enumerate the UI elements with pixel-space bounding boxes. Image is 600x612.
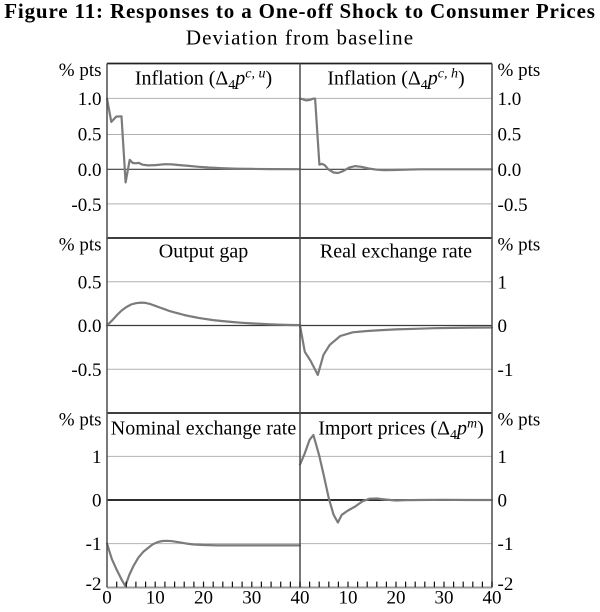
svg-text:0: 0 [102, 588, 112, 608]
svg-text:% pts: % pts [498, 60, 541, 81]
svg-text:1: 1 [92, 447, 102, 468]
svg-text:0.5: 0.5 [78, 272, 102, 293]
svg-text:1.0: 1.0 [498, 89, 522, 110]
svg-text:30: 30 [435, 588, 454, 608]
svg-text:Real exchange rate: Real exchange rate [320, 241, 472, 263]
svg-text:1: 1 [498, 447, 508, 468]
svg-text:-0.5: -0.5 [498, 195, 528, 216]
svg-text:Output gap: Output gap [159, 241, 248, 263]
svg-text:-2: -2 [498, 574, 514, 595]
svg-text:-0.5: -0.5 [71, 360, 101, 381]
svg-text:20: 20 [194, 588, 213, 608]
svg-text:0.0: 0.0 [78, 160, 102, 181]
svg-text:-1: -1 [498, 534, 514, 555]
svg-text:% pts: % pts [498, 235, 541, 256]
svg-text:0.5: 0.5 [498, 125, 522, 146]
svg-text:10: 10 [146, 588, 165, 608]
svg-text:% pts: % pts [59, 60, 102, 81]
svg-text:Deviation from baseline: Deviation from baseline [186, 26, 414, 50]
svg-text:0.0: 0.0 [78, 316, 102, 337]
svg-text:Figure 11: Responses to a One-: Figure 11: Responses to a One-off Shock … [4, 0, 596, 23]
svg-text:% pts: % pts [59, 235, 102, 256]
svg-text:Nominal exchange rate: Nominal exchange rate [111, 418, 297, 440]
svg-text:0: 0 [498, 316, 508, 337]
svg-text:Import prices (Δ4pm): Import prices (Δ4pm) [318, 417, 484, 444]
svg-text:-2: -2 [86, 574, 102, 595]
svg-text:% pts: % pts [59, 410, 102, 431]
svg-text:20: 20 [387, 588, 406, 608]
svg-text:1.0: 1.0 [78, 89, 102, 110]
svg-text:0: 0 [498, 491, 508, 512]
svg-text:1: 1 [498, 272, 508, 293]
svg-text:30: 30 [242, 588, 261, 608]
svg-text:40: 40 [291, 588, 310, 608]
svg-text:-1: -1 [86, 534, 102, 555]
svg-text:-0.5: -0.5 [71, 195, 101, 216]
svg-text:0.0: 0.0 [498, 160, 522, 181]
svg-text:10: 10 [339, 588, 358, 608]
svg-text:40: 40 [483, 588, 502, 608]
svg-text:0.5: 0.5 [78, 125, 102, 146]
svg-text:-1: -1 [498, 360, 514, 381]
svg-text:0: 0 [92, 491, 102, 512]
svg-text:% pts: % pts [498, 410, 541, 431]
